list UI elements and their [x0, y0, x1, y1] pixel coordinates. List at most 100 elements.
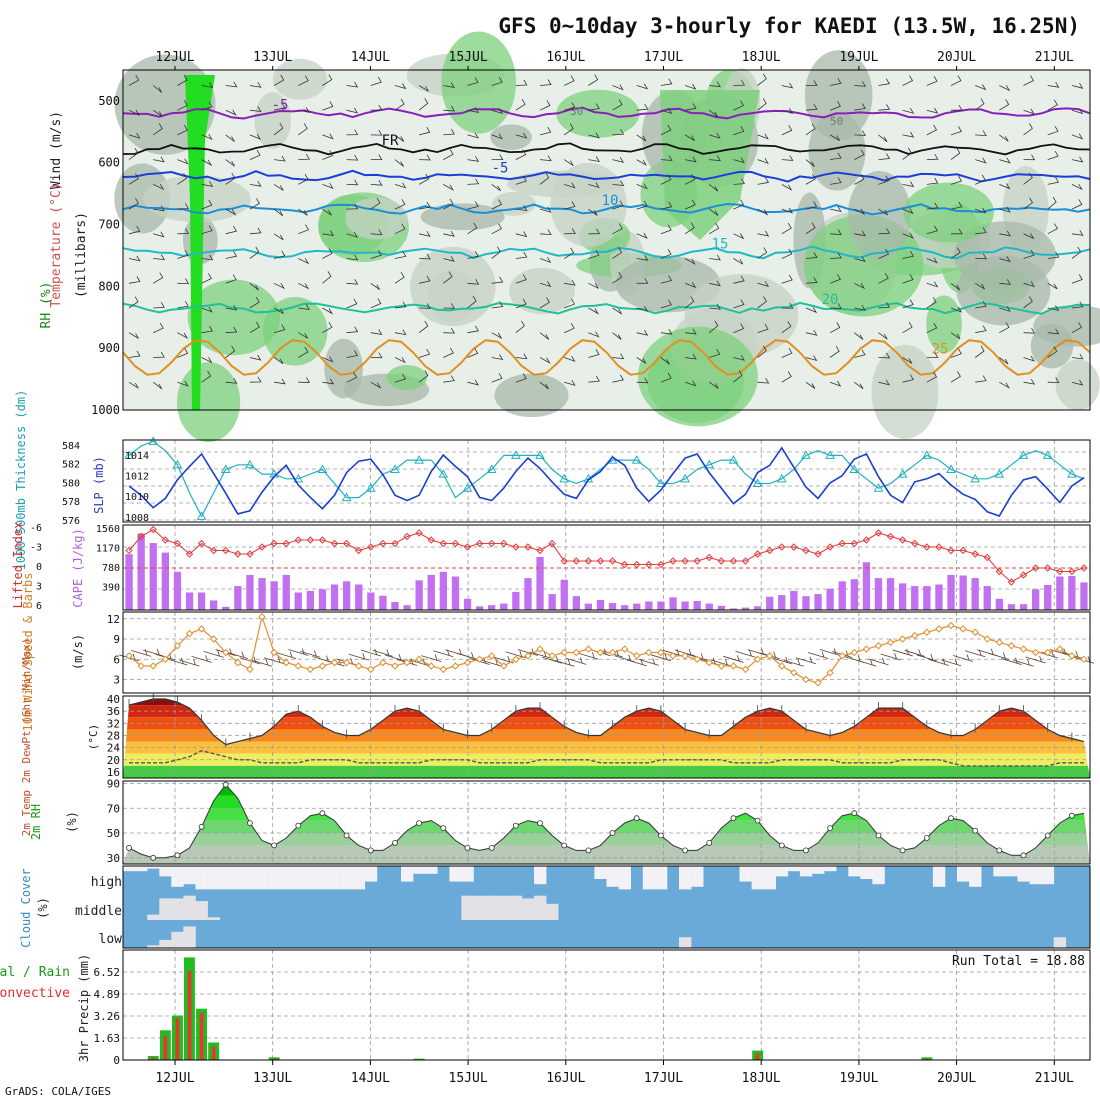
wind10m-tick-label: 12 — [107, 613, 120, 626]
rh2m-point — [416, 820, 423, 826]
cloud-cover-bar — [751, 921, 764, 948]
wind-barb — [854, 230, 866, 237]
cape-bar — [270, 581, 278, 610]
rh-region — [410, 246, 496, 327]
precip-axis-label: 3hr Precip (mm) — [77, 954, 91, 1062]
precip-convective-bar — [199, 1012, 204, 1060]
wind-barb — [225, 134, 235, 142]
thickness-point — [559, 473, 570, 483]
thickness-point — [365, 483, 376, 492]
cloud-cover-bar — [860, 893, 873, 920]
cloud-cover-bar — [727, 893, 740, 920]
wind-barb — [926, 75, 938, 86]
lifted-index-point — [850, 539, 859, 548]
wind10m-speed-point — [282, 658, 290, 667]
wind-barb — [1023, 75, 1034, 86]
wind10m-speed-point — [330, 658, 339, 667]
wind-barb — [564, 322, 575, 334]
wind-barb — [709, 81, 721, 88]
lifted-index-point — [959, 546, 967, 555]
lifted-index-point — [995, 567, 1004, 576]
wind-barb — [225, 274, 237, 284]
lifted-index-point — [391, 539, 399, 548]
cloud-cover-bar — [546, 921, 559, 948]
wind-barb — [177, 249, 189, 259]
wind-barb — [177, 300, 189, 309]
temp2m-unit-label: (°C) — [87, 724, 100, 751]
cloud-cover-bar — [449, 866, 462, 882]
wind10m-barb — [578, 652, 599, 660]
wind-barb — [781, 321, 792, 334]
wind-barb — [443, 198, 454, 210]
cloud-cover-bar — [1005, 921, 1018, 948]
wind-barb — [322, 101, 334, 111]
wind-barb — [201, 133, 213, 141]
lifted-index-point — [1031, 564, 1040, 572]
cloud-cover-bar — [183, 921, 196, 927]
cloud-cover-bar — [437, 893, 450, 920]
wind-barb — [418, 320, 429, 334]
wind-barb — [975, 325, 987, 334]
wind-barb — [878, 208, 889, 216]
wind-barb — [684, 258, 696, 265]
wind-barb — [660, 155, 673, 161]
wind-barb — [539, 206, 552, 213]
wind-barb — [564, 279, 576, 286]
precip-total-bar — [413, 1058, 425, 1060]
cloud-cover-bar — [123, 921, 136, 948]
precip-convective-bar — [925, 1058, 929, 1060]
wind-barb — [588, 182, 600, 189]
wind-barb — [999, 183, 1011, 190]
cloud-cover-bar — [1029, 893, 1042, 920]
rh-region — [114, 163, 171, 234]
rh-band — [123, 845, 1090, 864]
cloud-cover-bar — [691, 866, 704, 887]
wind-barb — [515, 79, 528, 86]
temp2m-tick-label: 40 — [107, 693, 120, 706]
rh2m-point — [295, 822, 302, 829]
cloud-cover-bar — [618, 921, 631, 948]
wind10m-speed-point — [294, 662, 302, 670]
wind10m-unit-label: (m/s) — [71, 634, 85, 670]
cloud-unit-label: (%) — [36, 897, 50, 919]
wind-barb — [346, 231, 358, 238]
wind10m-speed-point — [983, 635, 991, 643]
thickness-tick-label: 578 — [62, 497, 80, 508]
wind-barb — [394, 357, 406, 364]
cloud-cover-bar — [739, 866, 752, 882]
lifted-index-point — [681, 557, 689, 565]
wind-barb — [685, 353, 697, 360]
wind-barb — [1023, 327, 1036, 334]
cloud-cover-bar — [582, 893, 595, 920]
wind-barb — [370, 229, 383, 236]
wind-barb — [709, 155, 721, 162]
wind-barb — [950, 371, 961, 383]
cloud-cover-bar — [763, 866, 776, 890]
lifted-index-point — [790, 543, 798, 551]
cloud-cover-bar — [908, 893, 922, 920]
cape-bar — [705, 603, 713, 610]
cloud-cover-bar — [908, 921, 922, 948]
rh-region — [638, 326, 758, 427]
wind-barb — [298, 153, 310, 160]
cloud-cover-bar — [147, 945, 160, 948]
cloud-cover-bar — [872, 866, 885, 885]
wind-barb — [950, 147, 961, 160]
wind-barb — [177, 74, 188, 86]
precip-convective-bar — [187, 970, 192, 1060]
wind10m-barb — [892, 648, 913, 657]
wind-barb — [177, 158, 189, 165]
wind-barb — [153, 156, 165, 163]
top-date-label: 21JUL — [1035, 50, 1074, 65]
lifted-index-point — [717, 557, 726, 565]
wind-barb — [419, 275, 431, 284]
wind10m-speed-point — [161, 655, 170, 663]
wind10m-speed-point — [185, 629, 194, 638]
cloud-cover-bar — [775, 921, 789, 948]
wind-barb — [612, 353, 625, 360]
cape-bar — [1056, 576, 1064, 610]
wind-barb — [660, 201, 673, 210]
wind-barb — [177, 278, 190, 284]
cloud-cover-bar — [123, 893, 136, 920]
wind10m-speed-point — [753, 655, 762, 663]
